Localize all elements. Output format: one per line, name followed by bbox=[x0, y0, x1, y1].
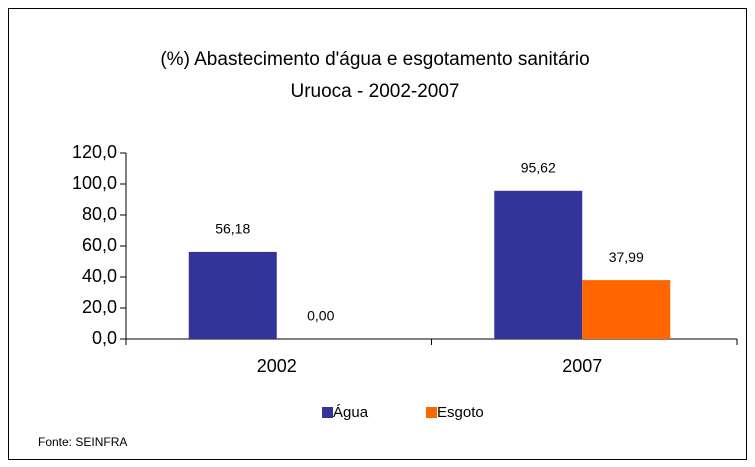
y-tick-label: 40,0 bbox=[82, 266, 117, 286]
legend-swatch bbox=[322, 407, 333, 418]
source-note: Fonte: SEINFRA bbox=[38, 435, 127, 449]
y-tick-label: 120,0 bbox=[72, 142, 117, 162]
value-label: 0,00 bbox=[307, 308, 334, 324]
legend-label: Água bbox=[333, 404, 369, 421]
value-label: 37,99 bbox=[609, 249, 644, 265]
chart-title: (%) Abastecimento d'água e esgotamento s… bbox=[160, 49, 589, 70]
chart-subtitle: Uruoca - 2002-2007 bbox=[291, 81, 460, 102]
y-tick-label: 60,0 bbox=[82, 235, 117, 255]
x-tick-label: 2007 bbox=[562, 356, 602, 376]
y-tick-label: 20,0 bbox=[82, 297, 117, 317]
y-tick-label: 0,0 bbox=[92, 328, 117, 348]
bar bbox=[582, 280, 671, 339]
y-tick-label: 80,0 bbox=[82, 204, 117, 224]
y-tick-label: 100,0 bbox=[72, 173, 117, 193]
value-label: 56,18 bbox=[215, 221, 250, 237]
bar bbox=[188, 251, 277, 339]
bar bbox=[494, 190, 583, 339]
legend-label: Esgoto bbox=[437, 404, 484, 421]
legend-swatch bbox=[426, 407, 437, 418]
chart-frame bbox=[8, 8, 747, 460]
x-tick-label: 2002 bbox=[257, 356, 297, 376]
value-label: 95,62 bbox=[521, 159, 556, 175]
